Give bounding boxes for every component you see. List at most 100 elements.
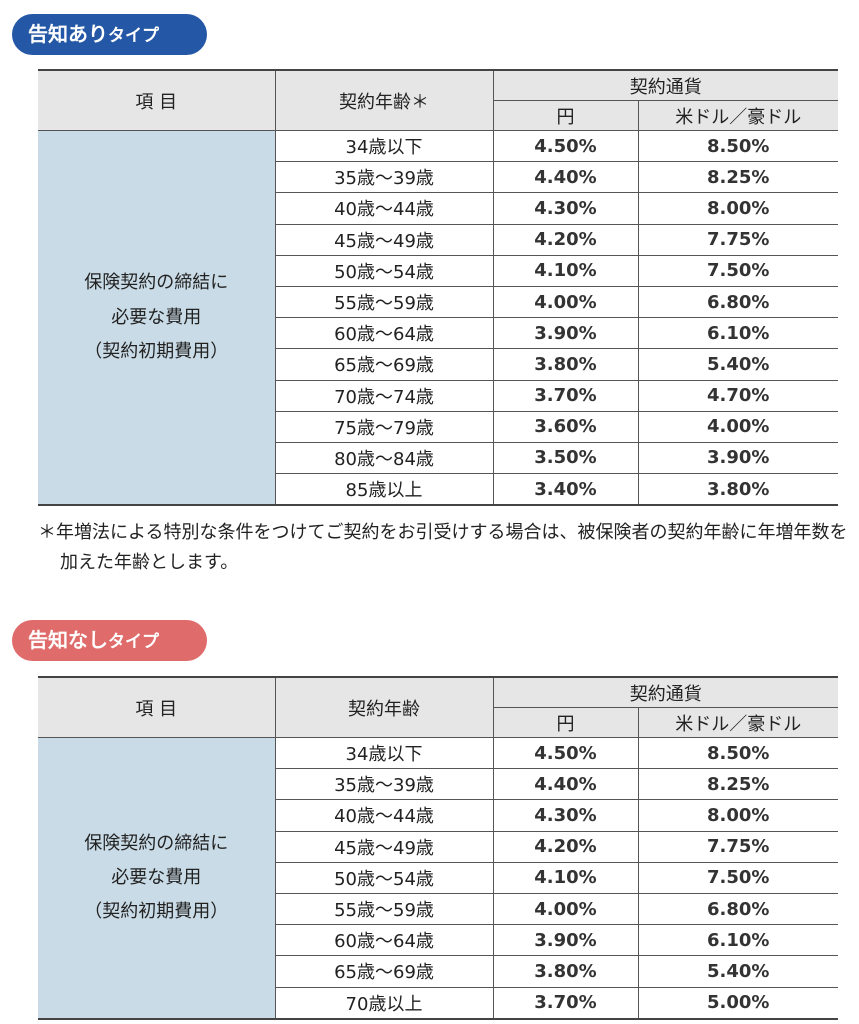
usd-aud-rate-cell: 8.00% <box>637 192 838 225</box>
usd-aud-rate-cell: 7.50% <box>637 861 838 894</box>
usd-aud-rate-cell: 6.10% <box>637 317 838 350</box>
yen-rate-cell: 3.70% <box>492 986 639 1020</box>
yen-rate-cell: 3.60% <box>492 410 639 443</box>
usd-aud-rate-cell: 3.80% <box>637 473 838 506</box>
table-row: 60歳〜64歳 3.90% 6.10% <box>38 924 838 957</box>
age-cell: 50歳〜54歳 <box>275 254 494 287</box>
age-cell: 65歳〜69歳 <box>275 348 494 381</box>
age-cell: 70歳以上 <box>275 986 494 1020</box>
age-cell: 40歳〜44歳 <box>275 799 494 832</box>
badge-with-disclosure: 告知ありタイプ <box>12 14 207 55</box>
age-cell: 85歳以上 <box>275 473 494 506</box>
badge-main-text: 告知なし <box>28 628 108 652</box>
age-cell: 45歳〜49歳 <box>275 223 494 256</box>
header-row: 円米ドル／豪ドル <box>38 100 838 131</box>
usd-aud-rate-cell: 8.00% <box>637 799 838 832</box>
usd-aud-rate-cell: 6.80% <box>637 892 838 926</box>
table-row: 45歳〜49歳 4.20% 7.75% <box>38 223 838 256</box>
table-row: 35歳〜39歳 4.40% 8.25% <box>38 161 838 194</box>
table-row: 70歳以上 3.70% 5.00% <box>38 986 838 1020</box>
usd-aud-rate-cell: 4.00% <box>637 410 838 443</box>
header-yen: 円 <box>493 707 639 738</box>
table-row: 40歳〜44歳 4.30% 8.00% <box>38 799 838 832</box>
fee-table-with-disclosure: 項 目契約年齢＊ 契約通貨円米ドル／豪ドル保険契約の締結に 必要な費用 （契約初期費用… <box>38 69 838 507</box>
age-cell: 34歳以下 <box>274 129 494 163</box>
badge-sub-text: タイプ <box>108 632 159 652</box>
item-label-line: 保険契約の締結に <box>84 272 229 294</box>
yen-rate-cell: 4.30% <box>492 799 639 832</box>
usd-aud-rate-cell: 5.40% <box>637 955 838 988</box>
yen-rate-cell: 4.10% <box>492 861 639 894</box>
table-row: 65歳〜69歳 3.80% 5.40% <box>38 955 838 988</box>
usd-aud-rate-cell: 6.10% <box>637 924 838 957</box>
table-row: 35歳〜39歳 4.40% 8.25% <box>38 768 838 801</box>
usd-aud-rate-cell: 8.25% <box>637 161 838 194</box>
age-cell: 35歳〜39歳 <box>275 161 494 194</box>
age-cell: 40歳〜44歳 <box>275 192 494 225</box>
age-cell: 34歳以下 <box>274 736 494 770</box>
age-cell: 70歳〜74歳 <box>275 379 494 412</box>
usd-aud-rate-cell: 5.40% <box>637 348 838 381</box>
header-age: 契約年齢＊ <box>274 69 494 131</box>
yen-rate-cell: 3.80% <box>492 955 639 988</box>
yen-rate-cell: 4.00% <box>492 892 639 926</box>
header-age: 契約年齢 <box>274 676 494 738</box>
header-item: 項 目 <box>38 676 276 738</box>
header-usd-aud: 米ドル／豪ドル <box>637 707 838 738</box>
item-label-line: 必要な費用 <box>111 866 202 888</box>
header-yen: 円 <box>493 100 639 131</box>
age-cell: 55歳〜59歳 <box>275 285 494 319</box>
item-label-line: （契約初期費用） <box>84 900 229 922</box>
table-row: 65歳〜69歳 3.80% 5.40% <box>38 348 838 381</box>
table-row: 75歳〜79歳 3.60% 4.00% <box>38 410 838 443</box>
age-cell: 50歳〜54歳 <box>275 861 494 894</box>
usd-aud-rate-cell: 7.75% <box>637 223 838 256</box>
yen-rate-cell: 4.50% <box>492 736 639 770</box>
age-cell: 65歳〜69歳 <box>275 955 494 988</box>
yen-rate-cell: 3.90% <box>492 317 639 350</box>
yen-rate-cell: 3.80% <box>492 348 639 381</box>
yen-rate-cell: 3.40% <box>492 473 639 506</box>
yen-rate-cell: 4.50% <box>492 129 639 163</box>
yen-rate-cell: 4.20% <box>492 223 639 256</box>
table-row: 70歳〜74歳 3.70% 4.70% <box>38 379 838 412</box>
usd-aud-rate-cell: 4.70% <box>637 379 838 412</box>
yen-rate-cell: 4.30% <box>492 192 639 225</box>
table-row: 80歳〜84歳 3.50% 3.90% <box>38 441 838 475</box>
table-row: 保険契約の締結に 必要な費用 （契約初期費用） 34歳以下 4.50% 8.50% <box>38 129 838 506</box>
usd-aud-rate-cell: 8.50% <box>637 129 838 163</box>
yen-rate-cell: 4.10% <box>492 254 639 287</box>
badge-without-disclosure: 告知なしタイプ <box>12 620 207 661</box>
item-label-cell: 保険契約の締結に 必要な費用 （契約初期費用） <box>38 130 276 506</box>
item-label-cell: 保険契約の締結に 必要な費用 （契約初期費用） <box>38 736 276 1020</box>
header-currency: 契約通貨 <box>492 69 838 101</box>
age-cell: 60歳〜64歳 <box>275 924 494 957</box>
badge-main-text: 告知あり <box>28 22 108 46</box>
header-row: 項 目契約年齢＊ 契約通貨 <box>38 69 838 131</box>
yen-rate-cell: 4.20% <box>492 830 639 863</box>
footnote: ＊年増法による特別な条件をつけてご契約をお引受けする場合は、被保険者の契約年齢に… <box>38 522 848 573</box>
yen-rate-cell: 3.50% <box>492 441 639 475</box>
usd-aud-rate-cell: 8.25% <box>637 768 838 801</box>
age-cell: 55歳〜59歳 <box>275 892 494 926</box>
header-usd-aud: 米ドル／豪ドル <box>637 100 838 131</box>
table-row: 85歳以上 3.40% 3.80% <box>38 473 838 506</box>
usd-aud-rate-cell: 8.50% <box>637 736 838 770</box>
item-label-line: 必要な費用 <box>111 306 202 328</box>
item-label-line: （契約初期費用） <box>84 340 229 362</box>
item-label-line: 保険契約の締結に <box>84 832 229 854</box>
fee-table-without-disclosure: 項 目契約年齢 契約通貨円米ドル／豪ドル保険契約の締結に 必要な費用 （契約初期費用）… <box>38 676 838 1020</box>
yen-rate-cell: 3.70% <box>492 379 639 412</box>
age-cell: 45歳〜49歳 <box>275 830 494 863</box>
header-currency: 契約通貨 <box>492 676 838 708</box>
yen-rate-cell: 4.00% <box>492 285 639 319</box>
header-item: 項 目 <box>38 69 276 131</box>
table-row: 55歳〜59歳 4.00% 6.80% <box>38 892 838 926</box>
table-row: 50歳〜54歳 4.10% 7.50% <box>38 861 838 894</box>
age-cell: 75歳〜79歳 <box>275 410 494 443</box>
usd-aud-rate-cell: 7.75% <box>637 830 838 863</box>
age-cell: 35歳〜39歳 <box>275 768 494 801</box>
usd-aud-rate-cell: 3.90% <box>637 441 838 475</box>
age-cell: 80歳〜84歳 <box>275 441 494 475</box>
usd-aud-rate-cell: 7.50% <box>637 254 838 287</box>
